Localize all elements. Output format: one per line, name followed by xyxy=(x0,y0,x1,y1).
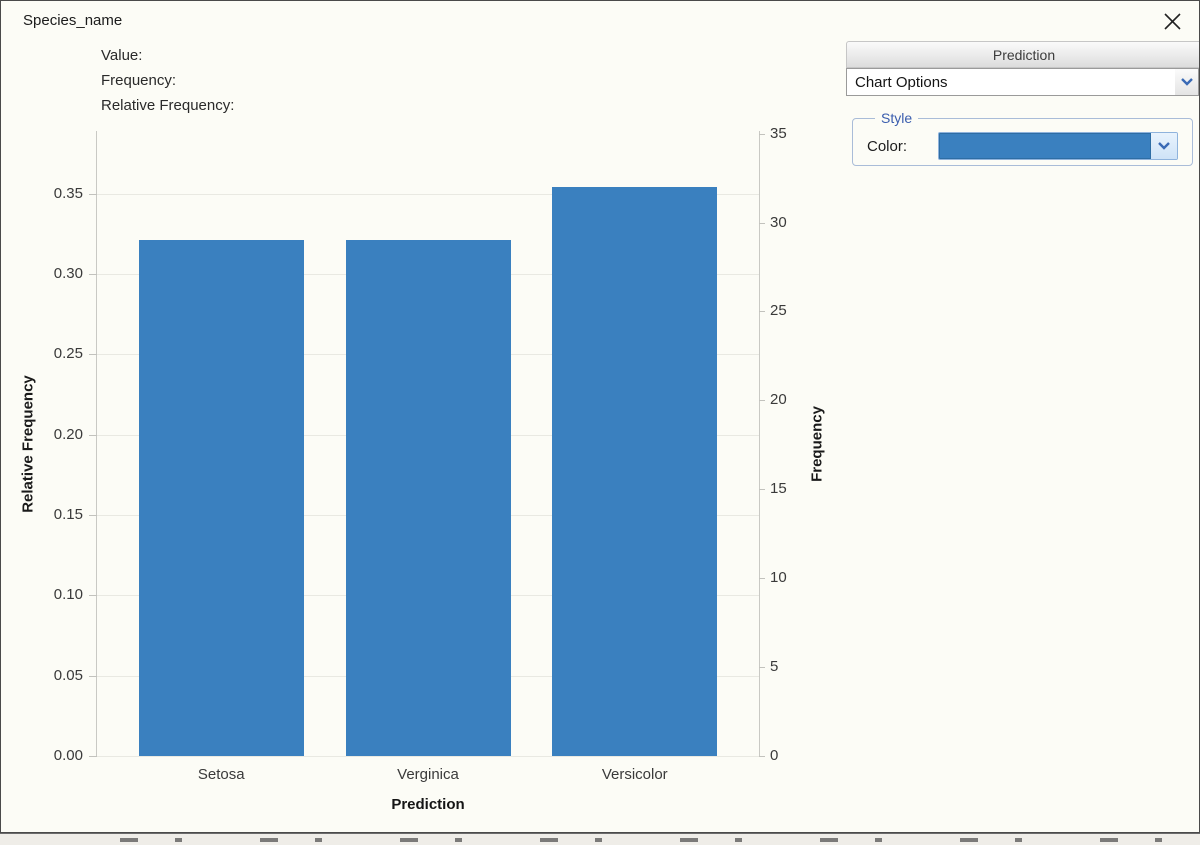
y-axis-tick-label: 0.30 xyxy=(53,264,83,282)
y2-axis-tick xyxy=(759,133,765,135)
x-tick-label: Versicolor xyxy=(601,766,668,783)
frequency-label: Frequency: xyxy=(101,72,177,89)
x-tick-label: Setosa xyxy=(197,766,245,783)
y2-axis-tick-label: 20 xyxy=(770,391,787,409)
bar-setosa[interactable] xyxy=(138,240,304,756)
color-dropdown[interactable] xyxy=(938,132,1178,160)
prediction-header-label: Prediction xyxy=(992,46,1056,63)
y2-axis-tick-label: 0 xyxy=(770,747,779,764)
y-axis-tick xyxy=(89,354,97,356)
y2-axis-tick xyxy=(759,667,765,669)
color-swatch xyxy=(939,133,1151,159)
y2-axis-tick xyxy=(759,400,765,402)
y-axis-tick xyxy=(89,434,97,436)
y-axis-tick xyxy=(89,273,97,275)
y-axis-tick-label: 0.25 xyxy=(53,345,83,363)
y2-axis-tick xyxy=(759,578,765,580)
y-axis-tick xyxy=(89,756,97,757)
close-icon xyxy=(1163,12,1181,30)
window-title: Species_name xyxy=(23,12,123,29)
chevron-down-icon[interactable] xyxy=(1151,133,1177,159)
x-tick-label: Verginica xyxy=(397,766,459,783)
style-group: Style Color: xyxy=(852,110,1193,166)
value-label: Value: xyxy=(101,47,143,64)
chart-options-dropdown[interactable]: Chart Options xyxy=(846,68,1199,96)
bar-versicolor[interactable] xyxy=(552,187,718,756)
plot-area: 0.00 0.05 0.10 0.15 0.20 0.25 0.30 0.35 0 5 10 15 20… xyxy=(54,125,787,783)
y2-axis-tick-label: 15 xyxy=(770,480,787,498)
y2-axis-tick-label: 25 xyxy=(770,302,787,320)
y-axis-tick xyxy=(89,514,97,516)
y-axis-tick xyxy=(89,193,97,195)
gridline xyxy=(97,756,759,757)
y-axis-title-right: Frequency xyxy=(808,406,826,482)
y2-axis-tick-label: 10 xyxy=(770,569,787,587)
close-button[interactable] xyxy=(1159,9,1185,33)
y2-axis-tick-label: 35 xyxy=(770,124,787,142)
occluded-background-window xyxy=(0,833,1200,845)
color-label: Color: xyxy=(867,137,908,155)
relative-frequency-label: Relative Frequency: xyxy=(101,97,235,114)
y2-axis-tick-label: 5 xyxy=(770,658,779,676)
y2-axis-tick-label: 30 xyxy=(770,213,787,231)
occluded-text-fragments xyxy=(120,838,1180,842)
y-axis-tick-label: 0.15 xyxy=(53,505,83,523)
chevron-down-icon[interactable] xyxy=(1175,69,1198,95)
y-axis-title-left: Relative Frequency xyxy=(19,375,37,513)
y2-axis-tick xyxy=(759,311,765,313)
y-axis-tick-label: 0.05 xyxy=(53,666,83,684)
y2-axis-tick xyxy=(759,489,765,491)
y-axis-tick-label: 0.20 xyxy=(53,425,83,443)
y-axis-tick xyxy=(89,595,97,597)
y-axis-tick-label: 0.10 xyxy=(53,586,83,604)
y-axis-tick-label: 0.00 xyxy=(53,747,83,764)
y2-axis-tick xyxy=(759,756,765,757)
y-axis-tick xyxy=(89,675,97,677)
y-axis-tick-label: 0.35 xyxy=(53,184,83,202)
bar-verginica[interactable] xyxy=(345,240,511,756)
chart-options-value: Chart Options xyxy=(855,73,948,91)
style-group-legend: Style xyxy=(875,110,919,126)
x-axis-title: Prediction xyxy=(391,796,465,813)
gridline xyxy=(97,193,759,195)
y2-axis-tick xyxy=(759,222,765,224)
prediction-header-button[interactable]: Prediction xyxy=(846,41,1199,68)
